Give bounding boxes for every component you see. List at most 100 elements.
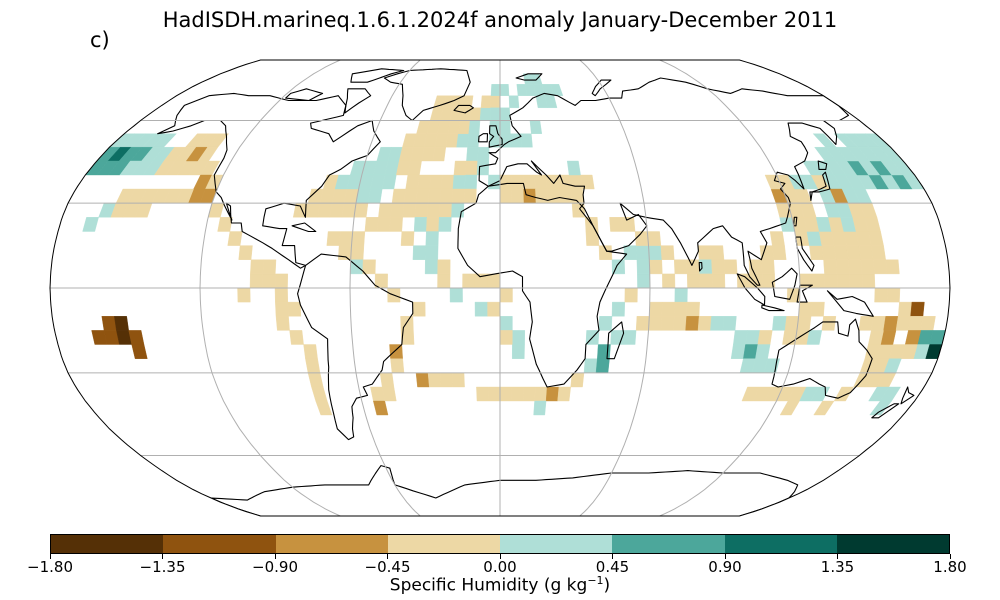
anomaly-cell [350, 245, 365, 260]
anomaly-cell [465, 160, 478, 176]
colorbar-tick-label: −0.45 [364, 558, 411, 576]
colorbar-tick-mark [162, 554, 163, 559]
anomaly-cell [499, 330, 513, 345]
anomaly-cell [522, 386, 536, 402]
coastline-cuba [291, 222, 317, 233]
anomaly-cell [550, 84, 564, 96]
anomaly-cell [487, 273, 501, 289]
anomaly-cell [535, 188, 549, 204]
colorbar-label: Specific Humidity (g kg−1) [0, 574, 1000, 596]
anomaly-cell [275, 301, 289, 317]
anomaly-cell [685, 316, 700, 331]
colorbar-swatch [724, 535, 837, 553]
anomaly-cell [414, 203, 429, 218]
colorbar-tick-mark [49, 554, 51, 559]
colorbar-swatch [51, 535, 164, 553]
colorbar-tick-label: −1.35 [139, 558, 186, 576]
anomaly-cell [920, 316, 936, 331]
anomaly-cell [860, 259, 875, 275]
anomaly-cell [648, 245, 663, 260]
anomaly-cell [274, 273, 289, 289]
anomaly-cell [499, 84, 510, 96]
anomaly-cell [381, 386, 397, 402]
anomaly-cell [622, 330, 637, 345]
anomaly-cell [329, 203, 345, 218]
anomaly-cell [421, 147, 436, 162]
anomaly-cell [389, 217, 403, 232]
anomaly-cell [337, 245, 352, 260]
anomaly-cell [364, 217, 379, 232]
anomaly-cell [474, 301, 488, 317]
anomaly-cell [499, 316, 513, 331]
anomaly-cell [522, 174, 536, 190]
anomaly-cell [477, 147, 490, 162]
colorbar-swatch [275, 535, 388, 553]
anomaly-cell [557, 174, 571, 190]
anomaly-cell [466, 147, 479, 162]
anomaly-cell [426, 217, 440, 232]
anomaly-cell [400, 316, 414, 331]
anomaly-cell [812, 133, 837, 148]
anomaly-cell [624, 287, 638, 303]
anomaly-cell [511, 386, 524, 402]
colorbar-label-exponent: −1 [587, 574, 604, 587]
anomaly-cell [305, 358, 321, 373]
anomaly-cell [895, 316, 911, 331]
anomaly-cell [661, 301, 676, 317]
colorbar-swatch [387, 535, 500, 553]
anomaly-cell [529, 120, 543, 134]
anomaly-cell [237, 287, 251, 303]
anomaly-cell [698, 259, 713, 275]
anomaly-cell [611, 301, 626, 317]
coastline-japan [809, 171, 831, 201]
anomaly-cell [772, 316, 787, 331]
anomaly-cell [699, 273, 713, 289]
graticule [50, 60, 950, 516]
anomaly-cell [733, 330, 748, 345]
anomaly-cell [440, 174, 455, 190]
anomaly-cell [836, 273, 851, 289]
colorbar-tick-label: −0.90 [252, 558, 298, 576]
colorbar-swatch [836, 535, 949, 553]
anomaly-cell [499, 188, 513, 204]
anomaly-cell [376, 217, 391, 232]
anomaly-cell [468, 120, 481, 134]
anomaly-cell [660, 316, 675, 331]
anomaly-cell [848, 259, 863, 275]
anomaly-cell [487, 386, 501, 402]
anomaly-cell [784, 316, 799, 331]
colorbar-tick-mark [499, 554, 501, 559]
anomaly-cell [462, 273, 476, 289]
anomaly-cell [499, 107, 511, 121]
anomaly-cell [546, 188, 561, 204]
anomaly-cell [463, 188, 477, 204]
anomaly-cell [249, 273, 264, 289]
anomaly-cell [821, 316, 837, 331]
anomaly-cell [424, 259, 439, 275]
colorbar-tick-label: 1.80 [933, 558, 967, 576]
anomaly-cell [824, 273, 838, 289]
anomaly-cell [378, 203, 393, 218]
anomaly-cell [769, 231, 785, 246]
anomaly-cell [871, 245, 886, 260]
anomaly-cell [779, 400, 800, 416]
coastline-antarctica [210, 465, 799, 516]
coastline-sri-lanka [698, 262, 703, 272]
colorbar-tick-mark [724, 554, 726, 559]
colorbar-tick-mark [274, 554, 276, 559]
coastline-ellesmere [350, 68, 405, 83]
anomaly-cell [623, 245, 638, 260]
anomaly-cell [755, 344, 771, 359]
anomaly-cell [413, 217, 428, 232]
anomaly-cell [453, 160, 467, 176]
anomaly-cell [886, 287, 901, 303]
anomaly-cell [558, 188, 573, 204]
anomaly-cell [499, 386, 513, 402]
anomaly-cell [874, 287, 888, 303]
colorbar-label-close: ) [603, 575, 611, 596]
anomaly-cell [648, 316, 663, 331]
coastline-borneo [771, 267, 798, 300]
anomaly-cell [326, 231, 341, 246]
coastline-novaya-zemlya [591, 79, 612, 97]
anomaly-cell [858, 245, 874, 260]
